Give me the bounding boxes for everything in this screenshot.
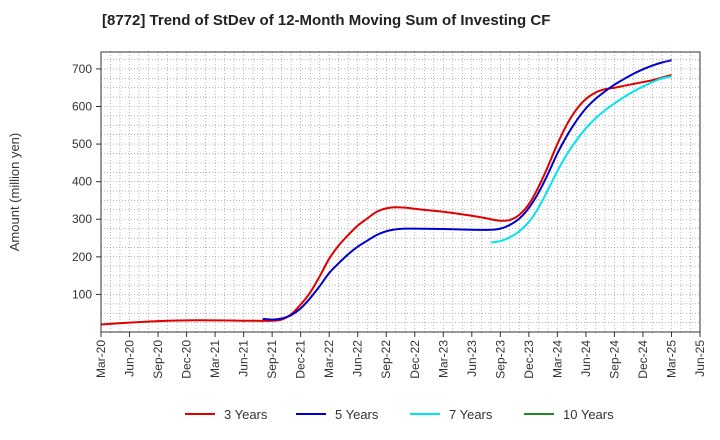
y-tick-label: 500 (72, 137, 92, 151)
x-tick-label: Mar-24 (550, 340, 564, 378)
legend-label: 7 Years (449, 407, 493, 422)
x-tick-label: Dec-23 (522, 340, 536, 379)
x-tick-label: Sep-22 (379, 340, 393, 379)
y-tick-label: 100 (72, 287, 92, 301)
legend-label: 3 Years (224, 407, 268, 422)
legend-label: 5 Years (335, 407, 379, 422)
x-tick-label: Dec-22 (408, 340, 422, 379)
x-tick-label: Sep-23 (493, 340, 507, 379)
x-tick-label: Mar-23 (436, 340, 450, 378)
chart-title: [8772] Trend of StDev of 12-Month Moving… (102, 12, 551, 29)
x-tick-label: Sep-20 (151, 340, 165, 379)
x-tick-label: Jun-23 (465, 340, 479, 377)
y-tick-label: 700 (72, 62, 92, 76)
x-tick-label: Mar-22 (322, 340, 336, 378)
x-tick-label: Jun-22 (351, 340, 365, 377)
series-line-5-years (262, 59, 672, 321)
y-tick-label: 600 (72, 99, 92, 113)
x-tick-label: Jun-21 (237, 340, 251, 377)
plot-area-frame (100, 51, 701, 333)
y-axis-ticks: 100 200 300 400 500 600 700 (72, 62, 101, 301)
x-tick-label: Dec-21 (294, 340, 308, 379)
series-lines (100, 59, 672, 326)
y-tick-label: 200 (72, 250, 92, 264)
x-tick-label: Mar-25 (664, 340, 678, 378)
x-tick-label: Sep-24 (607, 340, 621, 379)
x-axis-ticks: Mar-20 Jun-20 Sep-20 Dec-20 Mar-21 Jun-21 Sep-… (94, 332, 707, 379)
x-tick-label: Jun-24 (579, 340, 593, 377)
legend: 3 Years 5 Years 7 Years 10 Years (185, 407, 614, 422)
x-tick-label: Dec-20 (180, 340, 194, 379)
series-line-7-years (490, 75, 672, 244)
x-tick-label: Sep-21 (265, 340, 279, 379)
x-tick-label: Mar-20 (94, 340, 108, 378)
x-tick-label: Jun-20 (123, 340, 137, 377)
legend-label: 10 Years (563, 407, 614, 422)
y-tick-label: 300 (72, 212, 92, 226)
y-axis-label: Amount (million yen) (7, 133, 22, 252)
grid-lines (100, 52, 701, 332)
plot-area-background (101, 52, 700, 332)
x-tick-label: Jun-25 (693, 340, 707, 377)
y-tick-label: 400 (72, 175, 92, 189)
x-tick-label: Mar-21 (208, 340, 222, 378)
x-tick-label: Dec-24 (636, 340, 650, 379)
